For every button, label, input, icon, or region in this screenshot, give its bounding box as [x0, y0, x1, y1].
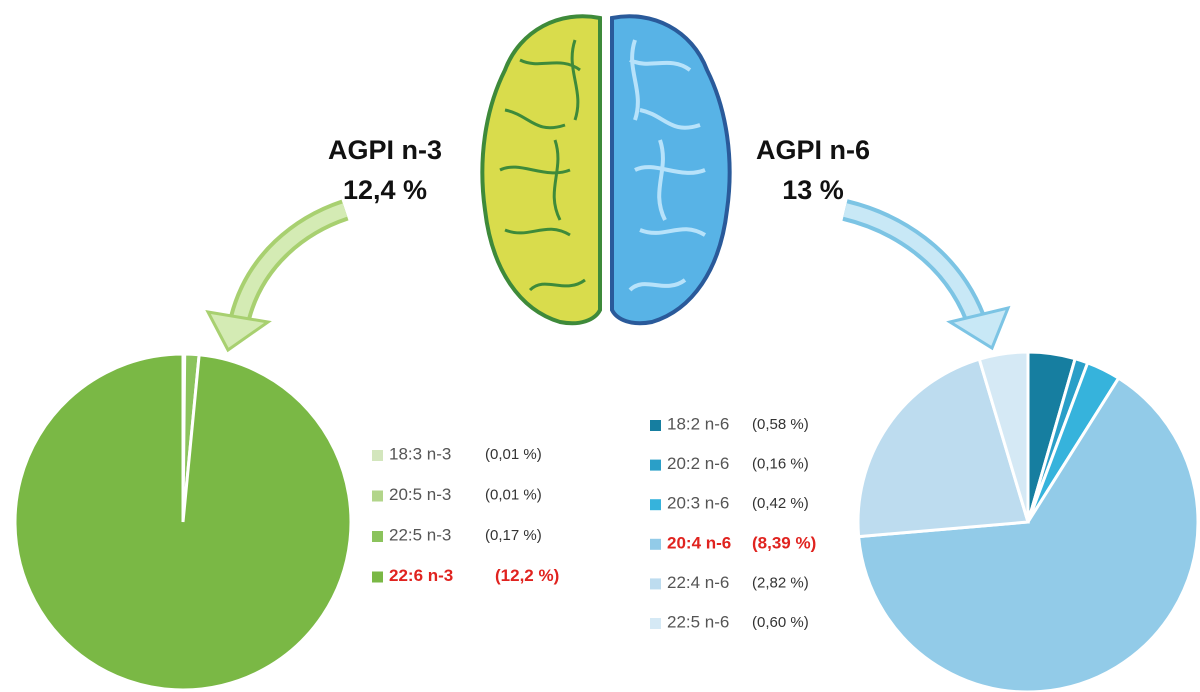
chart-title: AGPI n-6 — [756, 135, 870, 165]
value-label: (0,58 %) — [752, 416, 809, 433]
legend-label: 18:2 n-6 — [667, 414, 729, 433]
legend-swatch — [372, 571, 383, 583]
legend-label: 20:5 n-3 — [389, 485, 451, 504]
value-label: (0,01 %) — [485, 446, 542, 463]
legend-swatch — [372, 490, 383, 502]
chart-subtitle: 13 % — [782, 175, 844, 205]
legend-swatch — [650, 618, 661, 629]
value-label: (0,01 %) — [485, 486, 542, 503]
legend-label: 22:4 n-6 — [667, 573, 729, 592]
value-label: (8,39 %) — [752, 533, 816, 552]
pie-slice — [857, 376, 1200, 692]
legend-label: 20:4 n-6 — [667, 533, 731, 552]
value-label: (0,16 %) — [752, 456, 809, 473]
legend-swatch — [372, 450, 383, 461]
pie-slice — [856, 357, 1030, 539]
pie-slice — [13, 352, 353, 692]
legend-swatch — [650, 420, 661, 431]
pie-slice — [977, 350, 1030, 523]
chart-title: AGPI n-3 — [328, 135, 442, 165]
legend-swatch — [372, 531, 383, 542]
brain-illustration — [480, 14, 732, 326]
value-label: (0,60 %) — [752, 614, 809, 631]
value-label: (2,82 %) — [752, 574, 809, 591]
value-label: (12,2 %) — [495, 566, 559, 585]
legend-label: 22:6 n-3 — [389, 566, 453, 585]
legend-label: 22:5 n-3 — [389, 525, 451, 544]
legend-swatch — [650, 578, 661, 590]
legend-label: 18:3 n-3 — [389, 444, 451, 463]
arrow-right — [842, 199, 1011, 351]
legend-swatch — [650, 499, 661, 511]
legend-label: 22:5 n-6 — [667, 612, 729, 631]
value-label: (0,17 %) — [485, 527, 542, 544]
legend-label: 20:2 n-6 — [667, 454, 729, 473]
value-label: (0,42 %) — [752, 495, 809, 512]
chart-subtitle: 12,4 % — [343, 175, 427, 205]
legend-swatch — [650, 538, 661, 550]
legend-swatch — [650, 459, 661, 471]
legend-label: 20:3 n-6 — [667, 494, 729, 513]
arrow-left — [205, 199, 349, 353]
